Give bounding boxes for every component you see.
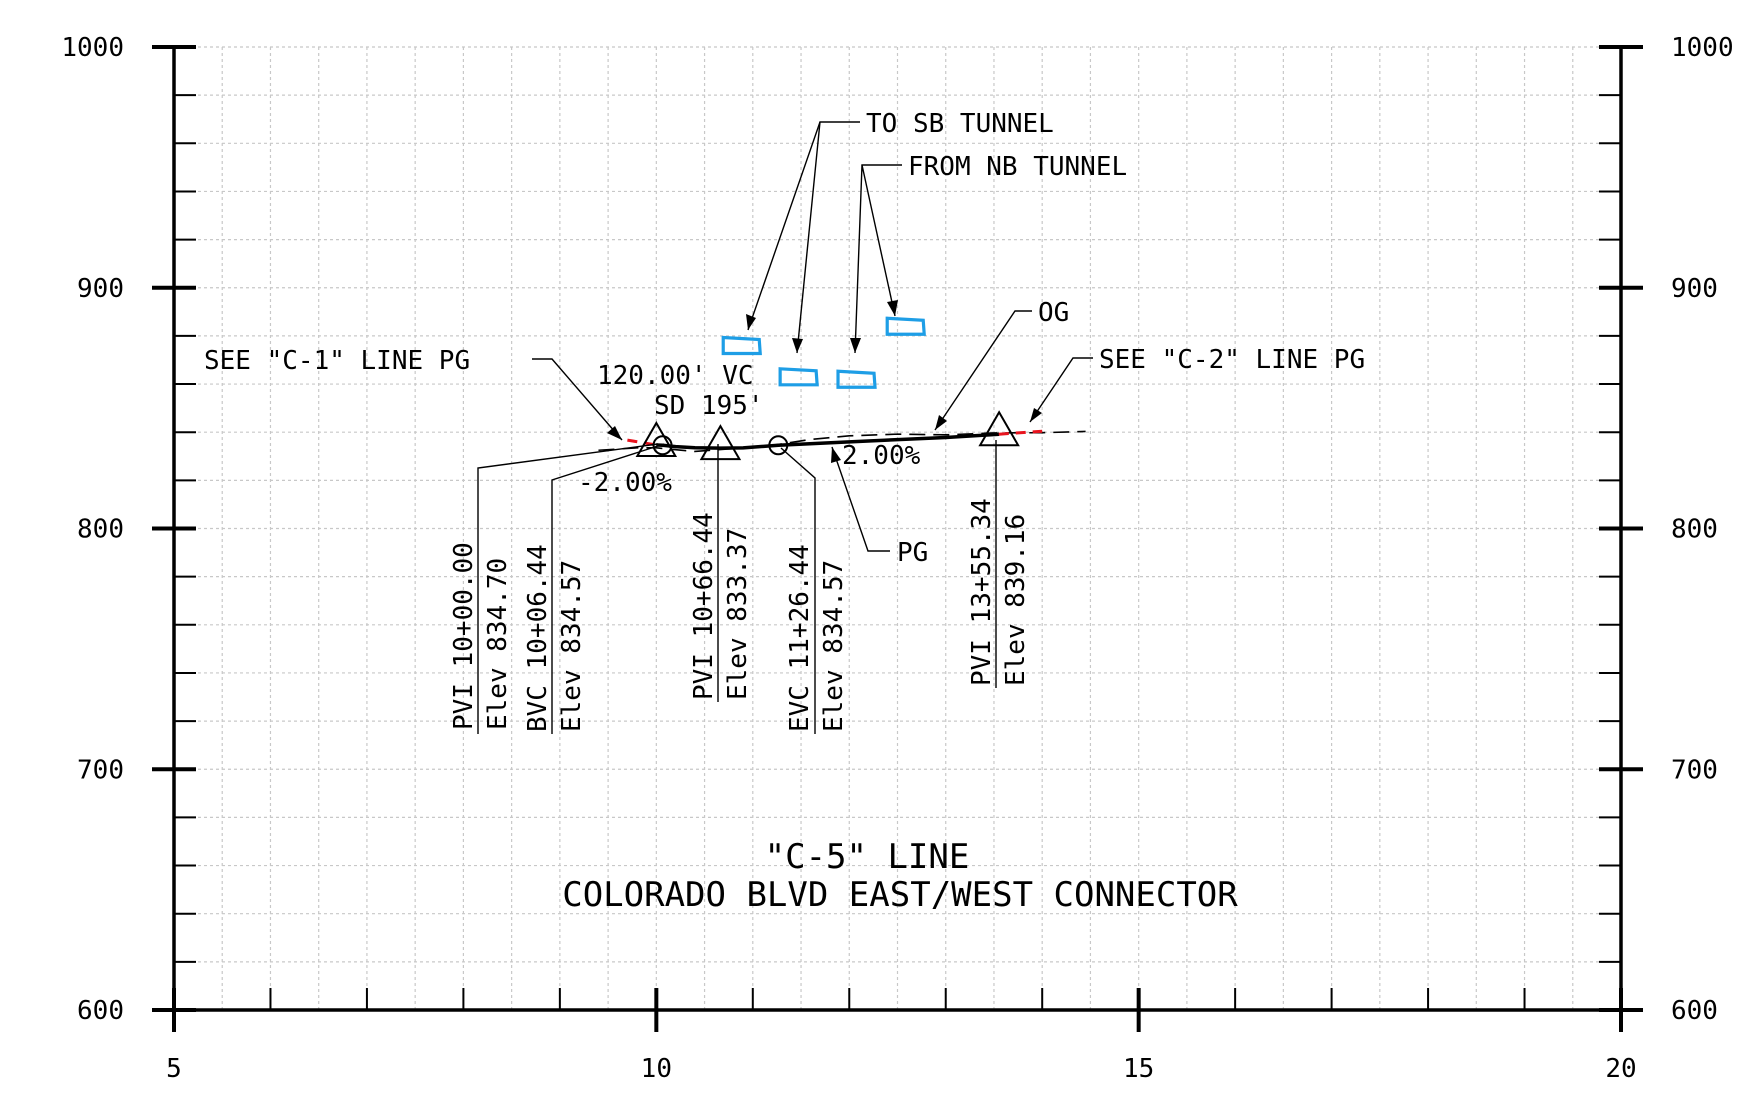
arrowhead [1030,408,1042,422]
label-vertical-curve: 120.00' VC [597,361,754,391]
tunnel-marker [778,367,819,387]
y-tick-label-left: 600 [77,996,124,1026]
leader-to-sb-tunnel-2 [796,121,821,354]
series-see-c-1-line-pg [627,438,657,447]
label-pvi1-elev: Elev 834.70 [483,558,513,730]
stem-evc [780,447,816,734]
leader-og [934,310,1032,431]
tunnel-markers [721,316,926,389]
series-og [598,430,1086,453]
y-tick-label-right: 600 [1671,996,1718,1026]
label-og: OG [1038,298,1069,328]
pvi-triangle [699,424,742,461]
series-see-c-2-line-pg [998,429,1043,436]
axis-labels: 600 600 700 700 800 800 900 900 1000 1000 5 10 15 20 [61,33,1733,1084]
label-pvi2-station: PVI 10+66.44 [689,512,719,700]
series-pg [656,432,1000,450]
arrowhead [935,415,947,430]
label-sight-distance: SD 195' [654,391,764,421]
tunnel-marker [885,316,926,336]
axis-ticks [152,45,1643,1032]
y-tick-label-left: 900 [77,274,124,304]
label-to-sb-tunnel: TO SB TUNNEL [866,109,1054,139]
leader-lines [477,121,1093,734]
label-grade-right: 2.00% [842,441,921,471]
tunnel-marker [721,335,762,356]
stem-pvi1 [477,443,659,734]
label-pvi3-station: PVI 13+55.34 [967,498,997,686]
label-see-c2: SEE "C-2" LINE PG [1099,345,1365,375]
pvi-triangle [978,410,1020,447]
pvi-triangle [635,420,678,457]
x-tick-label: 20 [1605,1054,1636,1084]
leader-to-sb-tunnel [747,121,860,331]
tunnel-marker [836,369,877,389]
curve-point-circle [768,435,789,456]
label-pg: PG [897,538,928,568]
x-tick-label: 5 [166,1054,182,1084]
label-evc-elev: Elev 834.57 [819,560,849,732]
leader-from-nb-tunnel-2 [861,164,896,317]
arrowhead [887,300,898,316]
y-tick-label-left: 700 [77,755,124,785]
label-pvi2-elev: Elev 833.37 [723,528,753,700]
label-grade-left: -2.00% [578,468,672,498]
drawing-title: "C-5" LINE [765,837,970,877]
leader-from-nb-tunnel [854,164,902,354]
leader-pg [831,446,890,552]
label-see-c1: SEE "C-1" LINE PG [204,346,470,376]
arrowhead [792,338,803,353]
label-bvc-elev: Elev 834.57 [557,560,587,732]
y-tick-label-left: 1000 [61,33,124,63]
leader-see-c1 [532,358,623,441]
arrowhead [607,426,622,440]
leader-see-c2 [1029,357,1093,423]
label-pvi1-station: PVI 10+00.00 [449,542,479,730]
y-tick-label-right: 800 [1671,515,1718,545]
y-tick-label-right: 1000 [1671,33,1734,63]
drawing-subtitle: COLORADO BLVD EAST/WEST CONNECTOR [562,875,1238,915]
arrowhead [746,314,756,330]
y-tick-label-left: 800 [77,515,124,545]
arrowhead [831,447,841,463]
label-from-nb-tunnel: FROM NB TUNNEL [908,152,1127,182]
y-tick-label-right: 700 [1671,755,1718,785]
x-tick-label: 15 [1123,1054,1154,1084]
stem-bvc [551,443,665,734]
label-pvi3-elev: Elev 839.16 [1001,514,1031,686]
annotations: TO SB TUNNEL FROM NB TUNNEL OG SEE "C-2"… [204,109,1365,915]
label-bvc-station: BVC 10+06.44 [523,544,553,732]
arrowhead [850,338,861,353]
label-evc-station: EVC 11+26.44 [785,544,815,732]
y-tick-label-right: 900 [1671,274,1718,304]
x-tick-label: 10 [641,1054,672,1084]
